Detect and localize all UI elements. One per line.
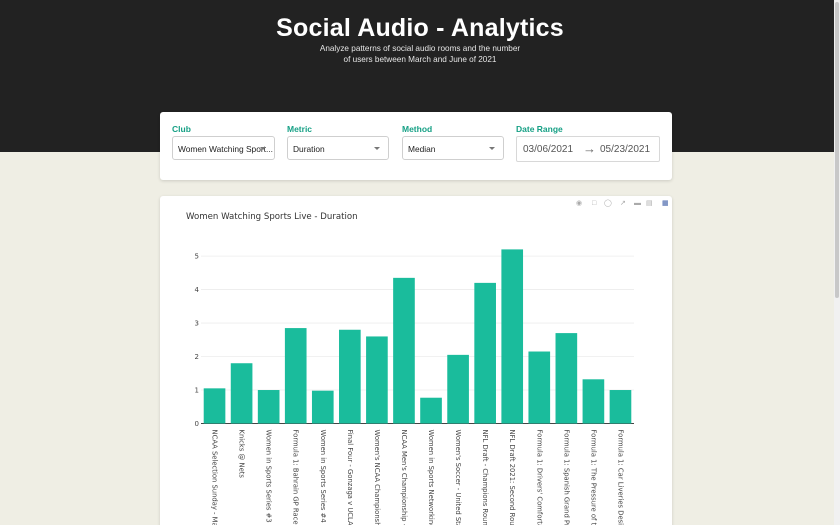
bar	[257, 390, 280, 424]
club-dropdown-value: Women Watching Sport...	[178, 144, 273, 154]
bar	[203, 388, 226, 424]
y-tick-label: 0	[195, 420, 199, 428]
metric-dropdown-value: Duration	[293, 144, 325, 154]
y-tick-label: 5	[195, 253, 199, 261]
x-tick-label: Women in Sports Networking #5	[427, 430, 435, 525]
bar	[311, 390, 334, 424]
lasso-icon[interactable]: ◯	[604, 200, 612, 207]
x-tick-label: Formula 1: The Pressure of the P...	[589, 430, 597, 525]
bar	[582, 379, 605, 424]
bar	[528, 351, 551, 424]
x-tick-label: Women in Sports Series #4	[319, 430, 327, 523]
chevron-down-icon	[489, 147, 495, 150]
bar	[447, 354, 469, 424]
y-tick-label: 3	[195, 320, 199, 328]
start-date-input[interactable]: 03/06/2021	[523, 144, 574, 155]
date-range-picker: 03/06/2021 → 05/23/2021	[516, 136, 660, 162]
box-select-icon[interactable]: □	[592, 200, 597, 207]
bar	[474, 282, 496, 424]
bar	[609, 390, 632, 424]
x-tick-label: NFL Draft 2021: Second Round	[508, 430, 516, 525]
bar	[366, 336, 388, 424]
x-tick-label: Women in Sports Series #3	[265, 430, 273, 523]
x-tick-label: Formula 1: Bahrain GP Race	[292, 430, 300, 525]
x-tick-label: NFL Draft - Champions Round AG...	[481, 430, 489, 525]
autoscale-icon[interactable]: ▤	[646, 200, 653, 207]
scrollbar-thumb[interactable]	[835, 2, 839, 298]
arrow-right-icon: →	[583, 141, 596, 156]
x-tick-label: NCAA Selection Sunday - March ...	[211, 430, 219, 525]
x-tick-label: Final Four - Gonzaga v UCLA	[346, 430, 354, 525]
bar	[393, 277, 415, 424]
plotly-logo-icon[interactable]: ▦	[662, 200, 669, 207]
x-tick-label: NCAA Men's Championship -- Ba...	[400, 430, 408, 525]
x-tick-label: Formula 1: Drivers' Comfortabili...	[535, 430, 543, 525]
zoom-icon[interactable]: ↗	[620, 200, 626, 207]
x-tick-label: Formula 1: Spanish Grand Prix	[562, 430, 570, 525]
bar	[501, 249, 524, 424]
filter-panel: Club Women Watching Sport... Metric Dura…	[160, 112, 672, 180]
chart-card: ◉ □ ◯ ↗ ▬ ▤ ▦ Women Watching Sports Live…	[160, 196, 672, 525]
page-subtitle: Analyze patterns of social audio rooms a…	[0, 44, 840, 65]
chevron-down-icon	[260, 147, 266, 150]
chart-modebar: ◉ □ ◯ ↗ ▬ ▤ ▦	[576, 199, 672, 209]
y-tick-label: 2	[195, 353, 199, 361]
date-range-label: Date Range	[516, 124, 563, 134]
y-tick-label: 4	[195, 286, 200, 294]
subtitle-line-1: Analyze patterns of social audio rooms a…	[319, 44, 521, 53]
chart-x-ticks: NCAA Selection Sunday - March ... Knicks …	[211, 430, 625, 525]
bar-chart: 0 1 2 3 4 5 NCAA Selection Sunday - March ...…	[195, 249, 634, 525]
bar	[230, 363, 253, 424]
x-tick-label: Women's NCAA Championship -- ...	[373, 430, 381, 525]
club-label: Club	[172, 124, 191, 134]
pan-icon[interactable]: ▬	[634, 200, 641, 207]
page-title: Social Audio - Analytics	[276, 14, 564, 42]
club-dropdown[interactable]: Women Watching Sport...	[172, 136, 275, 160]
metric-dropdown[interactable]: Duration	[287, 136, 389, 160]
y-tick-label: 1	[195, 387, 199, 395]
bar	[339, 329, 361, 424]
method-dropdown[interactable]: Median	[402, 136, 504, 160]
page-scrollbar[interactable]	[834, 0, 840, 525]
x-tick-label: Women's Soccer - United States ...	[454, 430, 462, 525]
method-label: Method	[402, 124, 433, 134]
metric-label: Metric	[287, 124, 313, 134]
bar	[284, 328, 307, 424]
bar	[420, 397, 442, 424]
method-dropdown-value: Median	[408, 144, 436, 154]
end-date-input[interactable]: 05/23/2021	[600, 144, 651, 155]
chart-bars	[203, 249, 632, 424]
x-tick-label: Knicks @ Nets	[238, 430, 246, 479]
x-tick-label: Formula 1: Car Liveries Design C...	[616, 430, 624, 525]
chart-title: Women Watching Sports Live - Duration	[186, 212, 358, 222]
camera-icon[interactable]: ◉	[576, 200, 583, 207]
chart-y-ticks: 0 1 2 3 4 5	[195, 253, 200, 428]
chevron-down-icon	[374, 147, 380, 150]
subtitle-line-2: of users between March and June of 2021	[343, 54, 497, 64]
bar	[555, 333, 578, 424]
